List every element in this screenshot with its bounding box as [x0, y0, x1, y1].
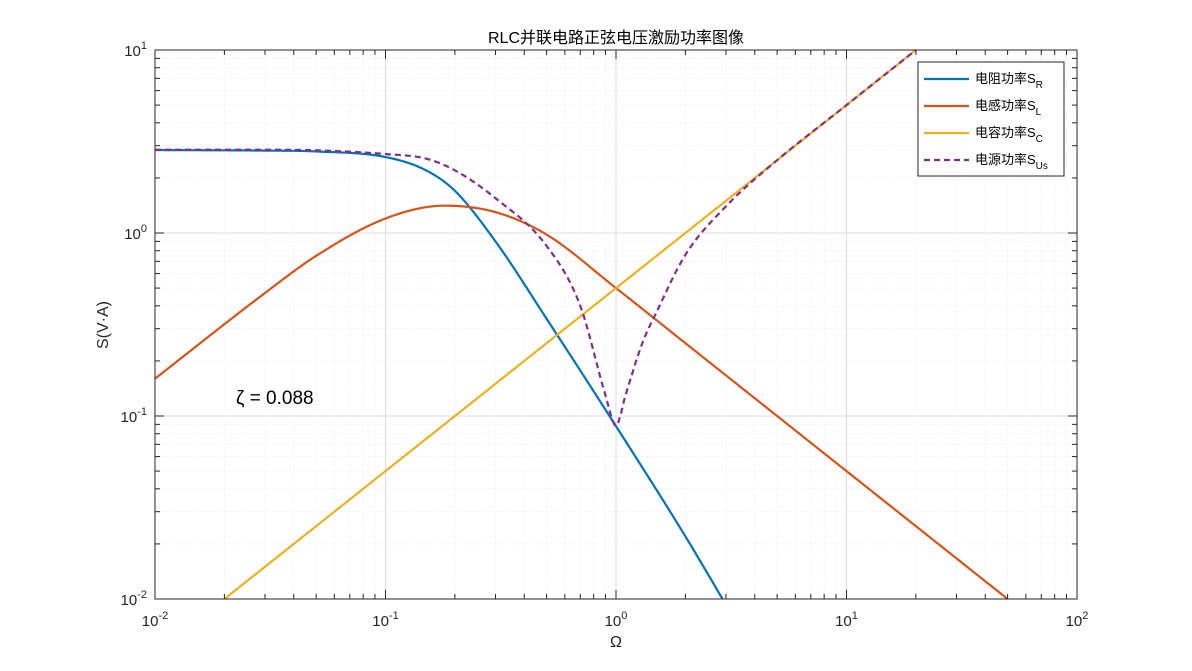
x-tick-label-exponent: 1: [852, 610, 858, 622]
x-tick-label: 10-2: [142, 610, 168, 630]
y-tick-label: 10-1: [121, 406, 147, 426]
y-tick-label-exponent: -2: [137, 589, 147, 601]
x-tick-label-exponent: 2: [1082, 610, 1088, 622]
legend-label-subscript: C: [1036, 134, 1043, 145]
y-tick-label: 101: [124, 40, 147, 60]
legend-label-subscript: Us: [1036, 161, 1048, 172]
legend-label-subscript: L: [1036, 107, 1042, 118]
x-tick-labels: 10-2 10-1 100 101 102: [142, 610, 1089, 630]
y-tick-label-exponent: 0: [141, 223, 147, 235]
y-tick-label-base: 10: [124, 226, 141, 243]
x-tick-label: 100: [605, 610, 628, 630]
x-tick-label-exponent: -1: [389, 610, 399, 622]
x-tick-label-base: 10: [142, 613, 159, 630]
x-tick-label-base: 10: [1066, 613, 1083, 630]
series-line-4: [155, 49, 917, 427]
x-tick-label-base: 10: [372, 613, 389, 630]
legend-label-subscript: R: [1036, 80, 1043, 91]
legend-label-1: 电阻功率SR: [975, 71, 1043, 91]
x-tick-label-base: 10: [835, 613, 852, 630]
axis-ticks: [154, 49, 1078, 600]
y-tick-label-base: 10: [121, 592, 138, 609]
x-tick-label-base: 10: [605, 613, 622, 630]
x-axis-label: Ω: [610, 634, 622, 651]
legend-box: [917, 61, 1065, 177]
x-tick-label-exponent: -2: [158, 610, 168, 622]
y-tick-label: 10-2: [121, 589, 147, 609]
zeta-annotation: ζ = 0.088: [236, 388, 314, 409]
legend-label-3: 电容功率SC: [975, 125, 1043, 145]
legend-label-2: 电感功率SL: [975, 98, 1042, 118]
y-tick-label: 100: [124, 223, 147, 243]
y-tick-label-base: 10: [121, 409, 138, 426]
legend-label-text: 电源功率S: [975, 152, 1036, 167]
series-line-2: [154, 204, 1009, 600]
y-tick-label-exponent: -1: [137, 406, 147, 418]
legend-label-text: 电感功率S: [975, 98, 1036, 113]
x-tick-label: 102: [1066, 610, 1089, 630]
y-tick-label-exponent: 1: [141, 40, 147, 52]
x-tick-label-exponent: 0: [621, 610, 627, 622]
minor-grid: [155, 50, 1077, 599]
x-tick-label: 101: [835, 610, 858, 630]
series-layer: [154, 49, 1009, 600]
legend-label-text: 电容功率S: [975, 125, 1036, 140]
legend-label-text: 电阻功率S: [975, 71, 1036, 86]
y-axis-label: S(V·A): [95, 301, 112, 349]
y-tick-label-base: 10: [124, 43, 141, 60]
chart-title: RLC并联电路正弦电压激励功率图像: [488, 29, 744, 47]
legend-label-4: 电源功率SUs: [975, 152, 1048, 172]
x-tick-label: 10-1: [372, 610, 398, 630]
